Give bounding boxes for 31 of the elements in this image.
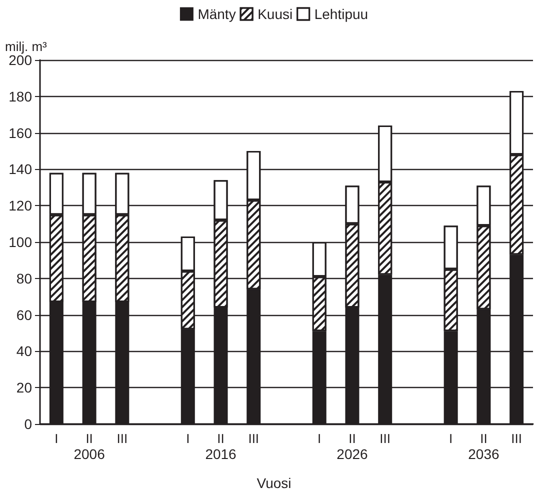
y-tick-label: 20	[16, 380, 32, 396]
y-tick-label: 40	[16, 343, 32, 360]
y-tick-label: 140	[8, 161, 32, 178]
y-tick-label: 160	[8, 124, 32, 141]
text: 2016	[205, 446, 237, 462]
x-tick-label: III	[248, 431, 260, 446]
x-tick-label: I	[186, 431, 190, 446]
y-tick-label: 0	[24, 416, 32, 432]
text: 2006	[74, 446, 106, 462]
x-tick-label: III	[116, 431, 128, 446]
text: 2036	[468, 446, 500, 462]
x-tick-label: I	[318, 431, 322, 446]
y-tick-label: 80	[16, 270, 32, 286]
x-axis-title: Vuosi	[256, 475, 292, 491]
legend-label: Mänty	[198, 6, 236, 22]
x-tick-label: II	[217, 431, 224, 446]
y-tick-label: 120	[8, 198, 32, 214]
text: 2026	[336, 446, 368, 462]
x-tick-label: I	[449, 431, 453, 446]
x-tick-label: II	[348, 431, 356, 446]
legend-label: Kuusi	[258, 6, 293, 22]
x-tick-label: III	[380, 431, 391, 446]
y-tick-label: 60	[16, 306, 32, 323]
y-tick-label: 100	[8, 234, 32, 250]
x-tick-label: II	[480, 431, 488, 446]
y-axis-title: milj. m³	[5, 39, 48, 54]
x-tick-label: I	[54, 431, 58, 446]
x-tick-label: II	[86, 431, 93, 446]
x-tick-label: III	[511, 431, 522, 446]
y-tick-label: 180	[8, 88, 32, 104]
legend-label: Lehtipuu	[314, 6, 368, 22]
